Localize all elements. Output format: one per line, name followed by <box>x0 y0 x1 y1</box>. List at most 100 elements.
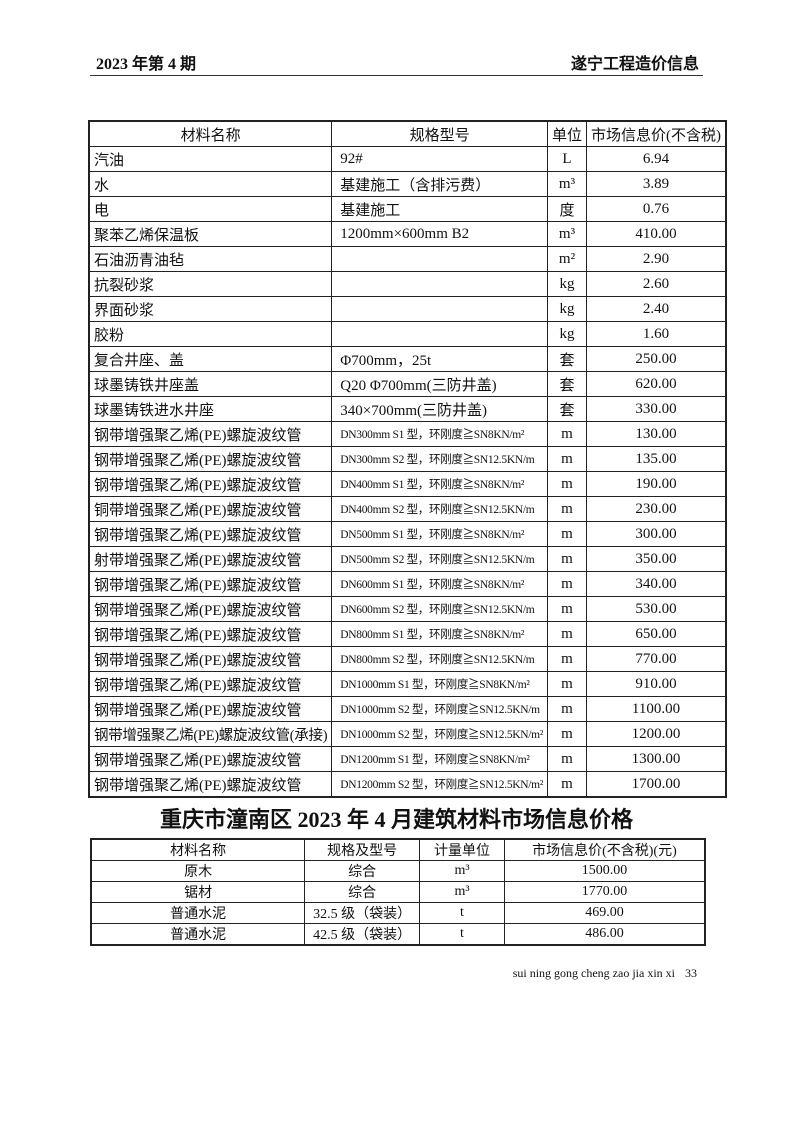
table-row: 钢带增强聚乙烯(PE)螺旋波纹管 DN1200mm S1 型，环刚度≧SN8KN/… <box>88 746 727 772</box>
cell-name: 钢带增强聚乙烯(PE)螺旋波纹管 <box>88 446 333 472</box>
issue-label: 2023 年第 4 期 <box>96 56 197 73</box>
table-row: 胶粉 kg 1.60 <box>88 321 727 347</box>
table-row: 钢带增强聚乙烯(PE)螺旋波纹管 DN300mm S2 型，环刚度≧SN12.5K… <box>88 446 727 472</box>
cell-spec: 32.5 级（袋装） <box>304 902 421 924</box>
page-number: 33 <box>685 966 697 980</box>
cell-unit: 套 <box>546 396 588 422</box>
cell-unit: m <box>546 721 588 747</box>
table-header-row: 材料名称 规格型号 单位 市场信息价(不含税) <box>88 120 727 147</box>
cell-price: 486.00 <box>503 923 706 946</box>
cell-price: 130.00 <box>586 421 727 447</box>
cell-spec <box>331 296 548 322</box>
table-row: 铜带增强聚乙烯(PE)螺旋波纹管 DN400mm S2 型，环刚度≧SN12.5K… <box>88 496 727 522</box>
cell-name: 聚苯乙烯保温板 <box>88 221 333 247</box>
cell-spec: 92# <box>331 146 548 172</box>
table-row: 普通水泥 42.5 级（袋装） t 486.00 <box>90 923 706 946</box>
cell-spec: DN1200mm S1 型，环刚度≧SN8KN/m² <box>331 746 548 772</box>
cell-price: 6.94 <box>586 146 727 172</box>
cell-spec: DN300mm S2 型，环刚度≧SN12.5KN/m <box>331 446 548 472</box>
cell-unit: m <box>546 671 588 697</box>
cell-name: 胶粉 <box>88 321 333 347</box>
cell-spec: DN1000mm S2 型，环刚度≧SN12.5KN/m <box>331 696 548 722</box>
table-header-row: 材料名称 规格及型号 计量单位 市场信息价(不含税)(元) <box>90 838 706 861</box>
cell-spec: DN400mm S1 型，环刚度≧SN8KN/m² <box>331 471 548 497</box>
cell-spec: Q20 Φ700mm(三防井盖) <box>331 371 548 397</box>
cell-name: 钢带增强聚乙烯(PE)螺旋波纹管 <box>88 596 333 622</box>
column-header-unit: 单位 <box>546 120 588 147</box>
cell-unit: m <box>546 746 588 772</box>
cell-spec: DN800mm S2 型，环刚度≧SN12.5KN/m <box>331 646 548 672</box>
page-footer: sui ning gong cheng zao jia xin xi 33 <box>503 966 697 981</box>
table-row: 普通水泥 32.5 级（袋装） t 469.00 <box>90 902 706 924</box>
cell-price: 1200.00 <box>586 721 727 747</box>
cell-unit: m <box>546 521 588 547</box>
cell-name: 抗裂砂浆 <box>88 271 333 297</box>
cell-spec: DN600mm S2 型，环刚度≧SN12.5KN/m <box>331 596 548 622</box>
materials-price-table: 材料名称 规格型号 单位 市场信息价(不含税) 汽油 92# L 6.94 水基建施工（… <box>88 120 727 798</box>
cell-unit: kg <box>546 321 588 347</box>
table-row: 聚苯乙烯保温板 1200mm×600mm B2 m³ 410.00 <box>88 221 727 247</box>
cell-price: 770.00 <box>586 646 727 672</box>
cell-price: 650.00 <box>586 621 727 647</box>
cell-unit: 套 <box>546 346 588 372</box>
table-row: 钢带增强聚乙烯(PE)螺旋波纹管 DN800mm S2 型，环刚度≧SN12.5K… <box>88 646 727 672</box>
cell-price: 1300.00 <box>586 746 727 772</box>
cell-name: 钢带增强聚乙烯(PE)螺旋波纹管 <box>88 421 333 447</box>
cell-unit: m² <box>546 246 588 272</box>
cell-name: 普通水泥 <box>90 902 306 924</box>
cell-price: 530.00 <box>586 596 727 622</box>
column-header-name: 材料名称 <box>90 838 306 861</box>
cell-spec: DN600mm S1 型，环刚度≧SN8KN/m² <box>331 571 548 597</box>
cell-price: 1770.00 <box>503 881 706 903</box>
cell-price: 250.00 <box>586 346 727 372</box>
column-header-price: 市场信息价(不含税)(元) <box>503 838 706 861</box>
cell-name: 复合井座、盖 <box>88 346 333 372</box>
cell-unit: t <box>419 902 505 924</box>
cell-name: 钢带增强聚乙烯(PE)螺旋波纹管 <box>88 771 333 798</box>
cell-unit: m³ <box>546 221 588 247</box>
table-row: 钢带增强聚乙烯(PE)螺旋波纹管 DN1000mm S1 型，环刚度≧SN8KN/… <box>88 671 727 697</box>
cell-name: 普通水泥 <box>90 923 306 946</box>
cell-unit: m <box>546 596 588 622</box>
table-row: 钢带增强聚乙烯(PE)螺旋波纹管 DN1200mm S2 型，环刚度≧SN12.5… <box>88 771 727 798</box>
cell-spec: 1200mm×600mm B2 <box>331 221 548 247</box>
tongnan-price-table: 材料名称 规格及型号 计量单位 市场信息价(不含税)(元) 原木 综合 m³ 1500… <box>90 838 706 946</box>
column-header-unit: 计量单位 <box>419 838 505 861</box>
cell-name: 钢带增强聚乙烯(PE)螺旋波纹管 <box>88 571 333 597</box>
cell-price: 410.00 <box>586 221 727 247</box>
table-row: 钢带增强聚乙烯(PE)螺旋波纹管 DN300mm S1 型，环刚度≧SN8KN/m… <box>88 421 727 447</box>
cell-unit: m <box>546 546 588 572</box>
section-title: 重庆市潼南区 2023 年 4 月建筑材料市场信息价格 <box>159 807 633 832</box>
cell-name: 原木 <box>90 860 306 882</box>
table-row: 界面砂浆 kg 2.40 <box>88 296 727 322</box>
table-row: 原木 综合 m³ 1500.00 <box>90 860 706 882</box>
cell-price: 3.89 <box>586 171 727 197</box>
cell-unit: m³ <box>546 171 588 197</box>
cell-spec: 42.5 级（袋装） <box>304 923 421 946</box>
cell-name: 钢带增强聚乙烯(PE)螺旋波纹管(承接) <box>88 721 333 747</box>
cell-spec: 基建施工（含排污费） <box>331 171 548 197</box>
cell-unit: m³ <box>419 881 505 903</box>
cell-name: 水 <box>88 171 333 197</box>
cell-unit: m <box>546 496 588 522</box>
cell-price: 620.00 <box>586 371 727 397</box>
table-row: 钢带增强聚乙烯(PE)螺旋波纹管 DN600mm S2 型，环刚度≧SN12.5K… <box>88 596 727 622</box>
cell-spec: 综合 <box>304 881 421 903</box>
cell-name: 钢带增强聚乙烯(PE)螺旋波纹管 <box>88 746 333 772</box>
cell-unit: kg <box>546 271 588 297</box>
cell-price: 0.76 <box>586 196 727 222</box>
cell-price: 910.00 <box>586 671 727 697</box>
publication-title: 遂宁工程造价信息 <box>570 56 699 73</box>
cell-price: 330.00 <box>586 396 727 422</box>
cell-spec <box>331 321 548 347</box>
table-row: 钢带增强聚乙烯(PE)螺旋波纹管 DN400mm S1 型，环刚度≧SN8KN/m… <box>88 471 727 497</box>
cell-unit: m <box>546 446 588 472</box>
cell-name: 球墨铸铁井座盖 <box>88 371 333 397</box>
cell-unit: m <box>546 471 588 497</box>
cell-spec: DN500mm S1 型，环刚度≧SN8KN/m² <box>331 521 548 547</box>
cell-spec: DN300mm S1 型，环刚度≧SN8KN/m² <box>331 421 548 447</box>
table-row: 锯材 综合 m³ 1770.00 <box>90 881 706 903</box>
cell-unit: m <box>546 621 588 647</box>
cell-price: 340.00 <box>586 571 727 597</box>
cell-name: 射带增强聚乙烯(PE)螺旋波纹管 <box>88 546 333 572</box>
